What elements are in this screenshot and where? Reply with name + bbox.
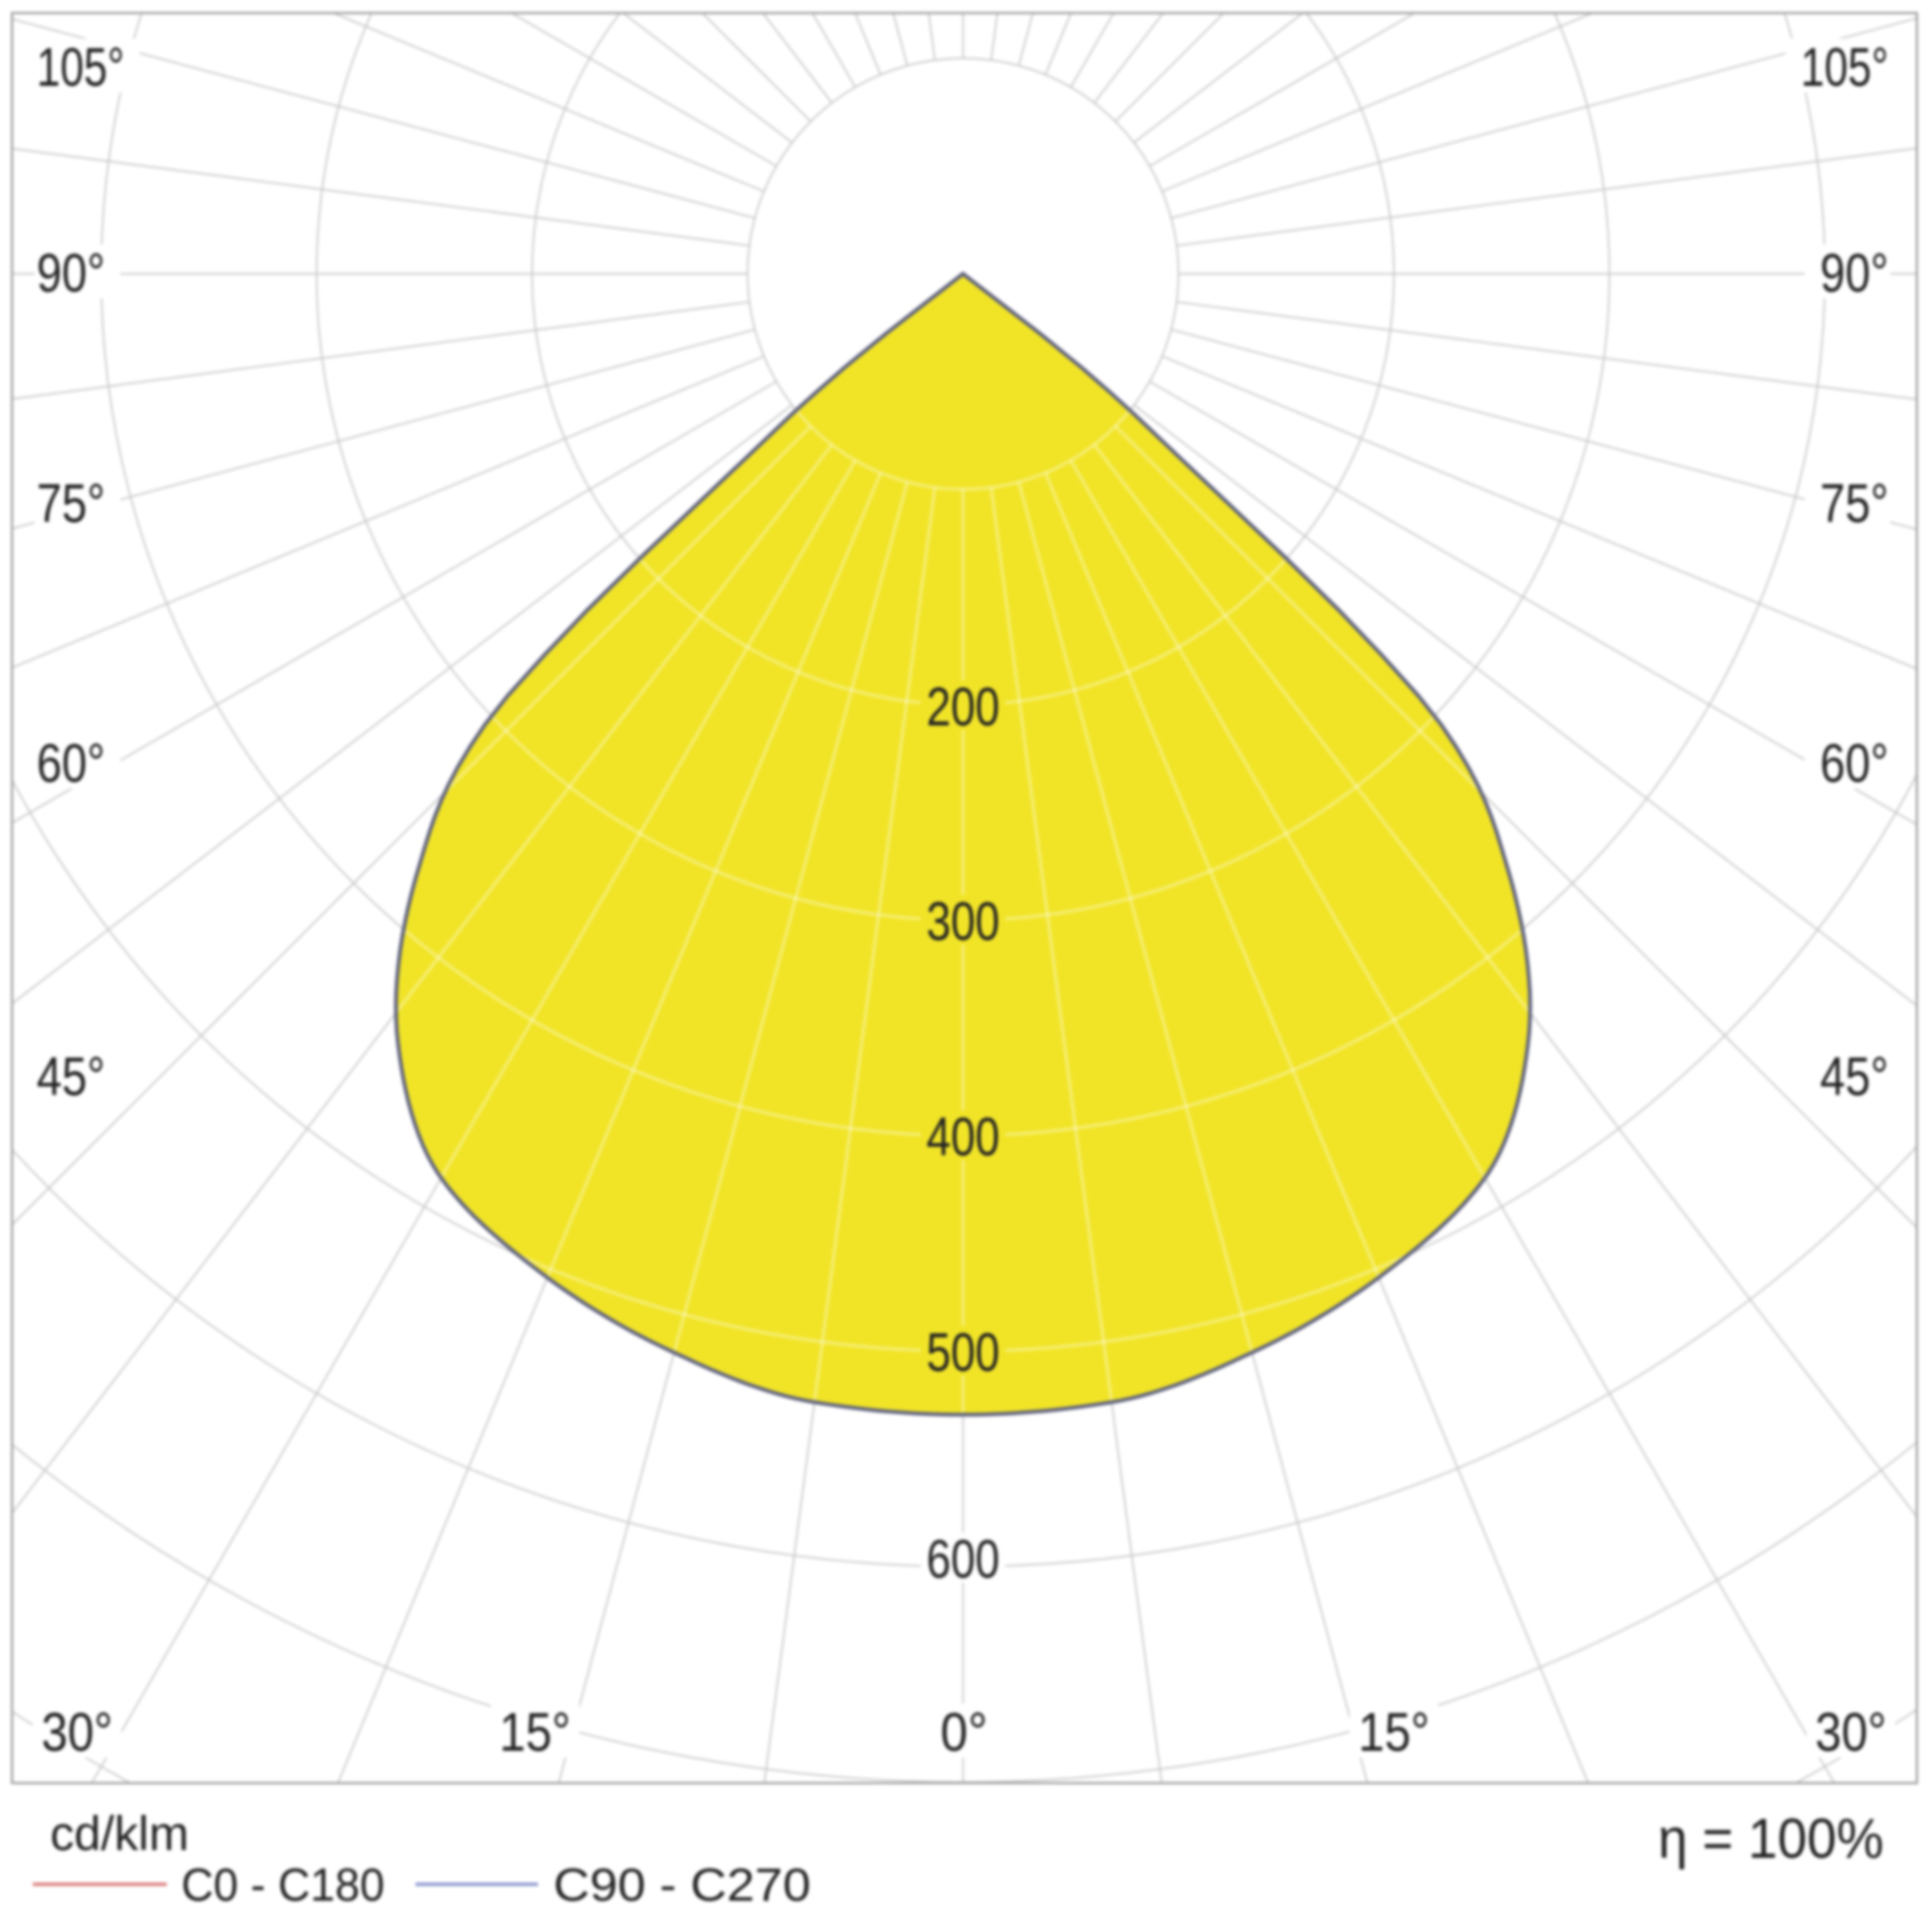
svg-text:15°: 15° <box>499 1702 571 1763</box>
svg-text:500: 500 <box>926 1322 1000 1383</box>
svg-text:C0 - C180: C0 - C180 <box>181 1861 385 1912</box>
svg-text:30°: 30° <box>41 1702 113 1763</box>
svg-text:0°: 0° <box>941 1702 988 1763</box>
svg-text:60°: 60° <box>1820 733 1888 794</box>
svg-text:15°: 15° <box>1358 1702 1430 1763</box>
svg-text:75°: 75° <box>37 472 105 534</box>
svg-text:45°: 45° <box>37 1046 105 1108</box>
svg-text:400: 400 <box>926 1106 1000 1167</box>
svg-text:30°: 30° <box>1815 1702 1887 1763</box>
svg-text:60°: 60° <box>37 733 105 794</box>
svg-text:105°: 105° <box>37 37 124 98</box>
svg-text:cd/klm: cd/klm <box>50 1807 189 1861</box>
svg-text:300: 300 <box>926 891 1000 953</box>
svg-text:200: 200 <box>926 676 1000 738</box>
svg-text:105°: 105° <box>1801 37 1888 98</box>
svg-text:90°: 90° <box>1820 242 1888 304</box>
svg-text:45°: 45° <box>1820 1046 1888 1108</box>
svg-text:600: 600 <box>926 1528 1000 1590</box>
svg-text:C90 - C270: C90 - C270 <box>553 1861 811 1912</box>
svg-text:75°: 75° <box>1820 472 1888 534</box>
svg-text:90°: 90° <box>37 242 105 304</box>
svg-text:η = 100%: η = 100% <box>1658 1808 1884 1870</box>
